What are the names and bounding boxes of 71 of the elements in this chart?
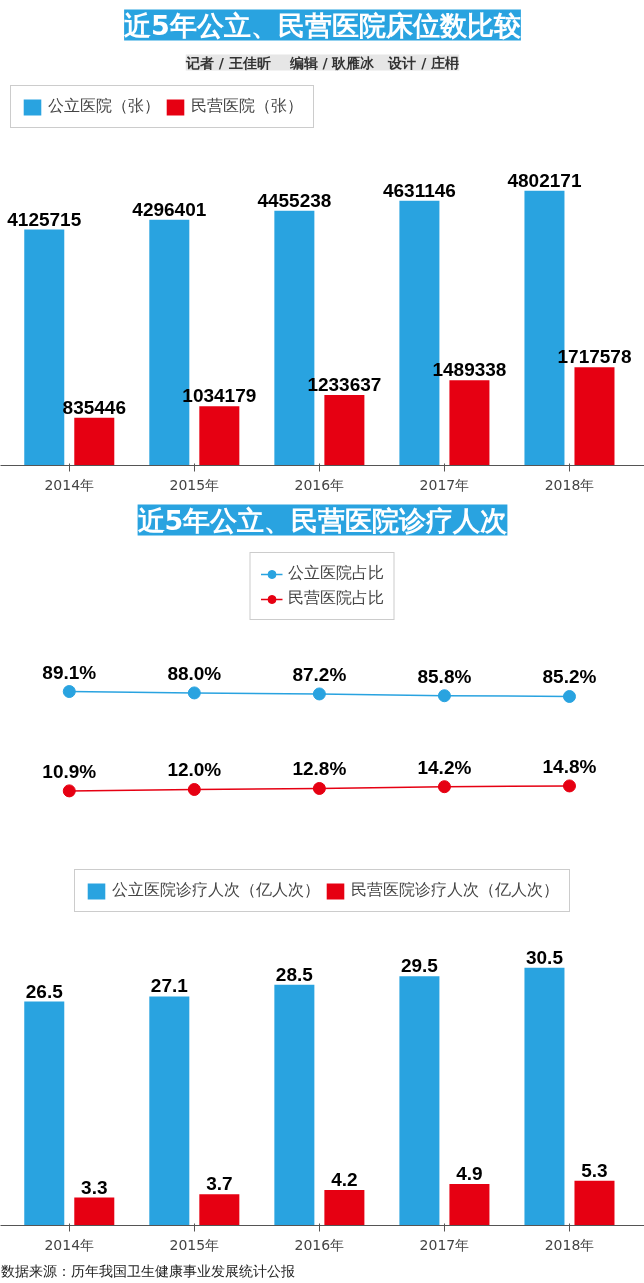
data-label: 28.5 xyxy=(275,963,314,985)
bar xyxy=(574,1180,615,1226)
data-label: 3.3 xyxy=(81,1176,108,1198)
point xyxy=(562,690,576,703)
point xyxy=(312,781,326,795)
point xyxy=(187,686,201,700)
data-label: 4296401 xyxy=(132,198,207,220)
data-label: 14.2% xyxy=(417,756,472,778)
point xyxy=(562,779,576,793)
x-tick-label: 2017年 xyxy=(419,1236,470,1253)
data-label: 27.1 xyxy=(150,975,189,997)
data-label: 5.3 xyxy=(581,1159,608,1181)
bar xyxy=(399,976,440,1226)
x-tick-label: 2016年 xyxy=(294,1236,345,1253)
bar xyxy=(74,417,115,466)
chart-title: 近5年公立、民营医院床位数比较 xyxy=(124,9,522,41)
point xyxy=(62,685,76,699)
data-label: 12.0% xyxy=(167,759,222,781)
point xyxy=(187,783,201,796)
x-tick-label: 2014年 xyxy=(44,476,95,493)
point xyxy=(437,689,451,703)
legend-label: 公立医院占比 xyxy=(287,563,384,584)
legend-label: 公立医院（张） xyxy=(48,96,160,117)
bar xyxy=(574,367,615,466)
legend-label: 民营医院（张） xyxy=(191,96,303,117)
data-label: 88.0% xyxy=(167,662,222,684)
source-note: 数据来源：历年我国卫生健康事业发展统计公报 xyxy=(0,1262,295,1279)
bar xyxy=(74,1197,115,1226)
bar xyxy=(449,1184,490,1226)
data-label: 4.9 xyxy=(456,1163,483,1185)
x-tick-label: 2015年 xyxy=(169,1236,220,1253)
data-label: 87.2% xyxy=(292,663,347,685)
data-label: 29.5 xyxy=(400,955,439,977)
bar xyxy=(274,984,315,1226)
chart-subtitle: 记者 / 王佳昕 编辑 / 耿雁冰 设计 / 庄枏 xyxy=(184,54,460,71)
bar xyxy=(199,1194,240,1226)
bar xyxy=(324,1190,365,1226)
data-label: 12.8% xyxy=(292,758,347,780)
bar xyxy=(24,229,65,466)
data-label: 85.8% xyxy=(417,665,472,687)
data-label: 4631146 xyxy=(382,179,456,201)
legend-label: 民营医院诊疗人次（亿人次） xyxy=(351,880,559,901)
x-tick-label: 2016年 xyxy=(294,476,345,493)
x-tick-label: 2014年 xyxy=(44,1236,95,1253)
data-label: 85.2% xyxy=(542,666,597,688)
data-label: 14.8% xyxy=(542,755,597,777)
x-tick-label: 2018年 xyxy=(544,476,595,493)
data-label: 4802171 xyxy=(507,169,582,191)
data-label: 3.7 xyxy=(206,1173,233,1195)
data-label: 30.5 xyxy=(525,946,564,968)
bar xyxy=(524,967,565,1226)
point xyxy=(62,784,76,798)
bar xyxy=(149,996,190,1226)
data-label: 10.9% xyxy=(42,760,97,782)
bar xyxy=(24,1001,65,1226)
point xyxy=(312,687,326,701)
data-label: 4125715 xyxy=(7,208,82,230)
legend-label: 民营医院占比 xyxy=(287,588,384,609)
bar xyxy=(199,406,240,466)
chart-title: 近5年公立、民营医院诊疗人次 xyxy=(137,504,509,536)
legend-label: 公立医院诊疗人次（亿人次） xyxy=(112,880,320,901)
data-label: 89.1% xyxy=(42,661,97,683)
data-label: 26.5 xyxy=(25,980,64,1002)
bar xyxy=(449,380,490,466)
data-label: 4.2 xyxy=(331,1169,358,1191)
point xyxy=(437,780,451,794)
x-tick-label: 2015年 xyxy=(169,476,220,493)
x-tick-label: 2018年 xyxy=(544,1236,595,1253)
bar xyxy=(324,394,365,466)
data-label: 4455238 xyxy=(257,189,332,211)
x-tick-label: 2017年 xyxy=(419,476,470,493)
